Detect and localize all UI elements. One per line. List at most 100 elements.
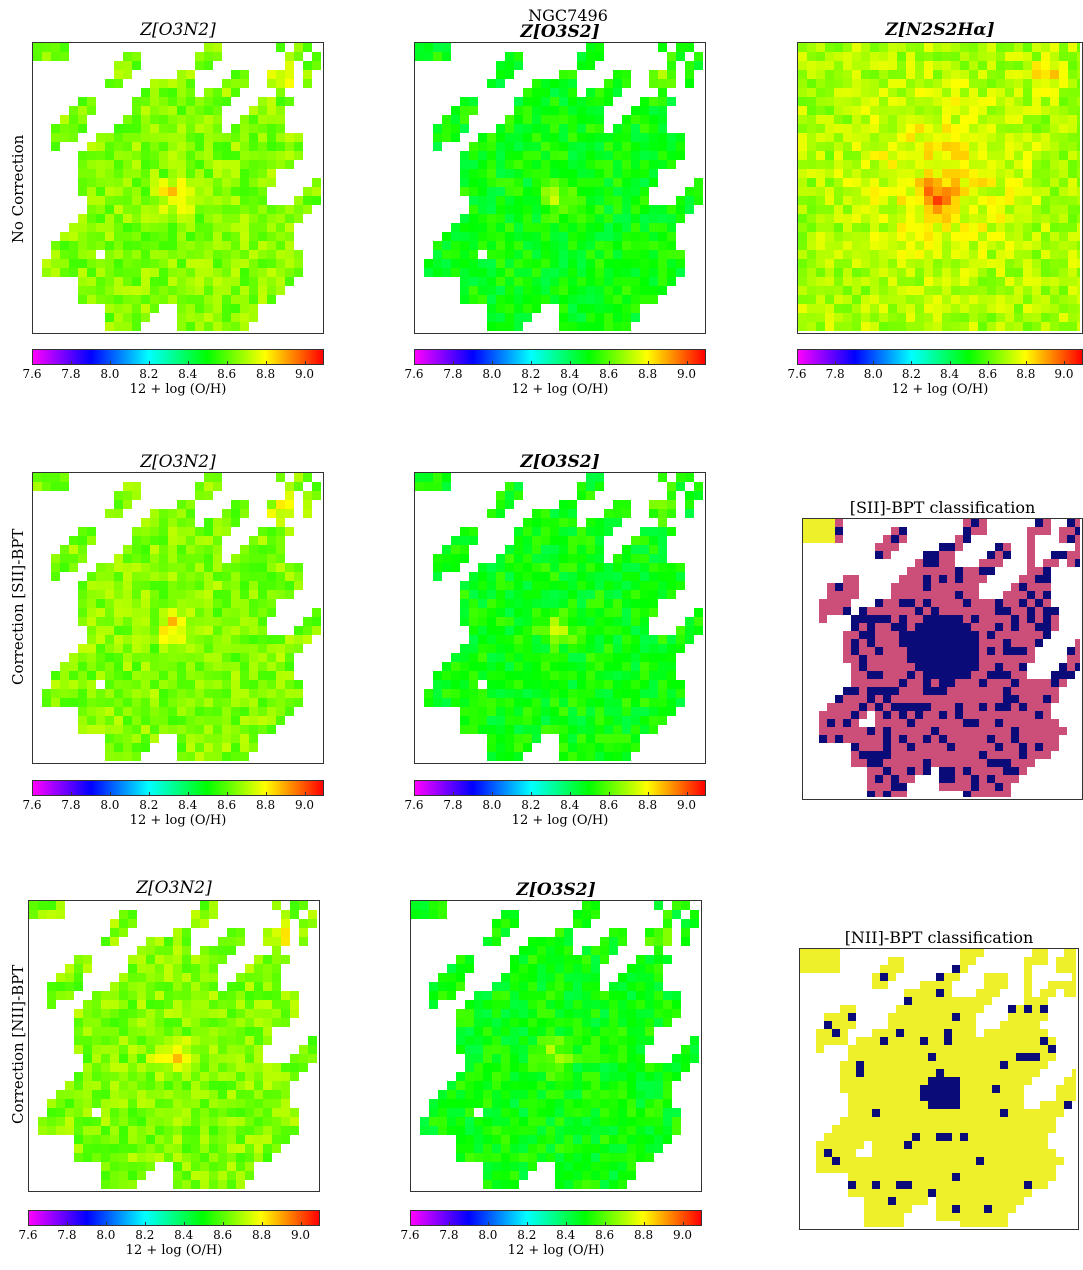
map-pixel [978, 259, 987, 268]
map-pixel [74, 1072, 83, 1081]
map-pixel [469, 196, 478, 205]
map-pixel [200, 1027, 209, 1036]
metallicity-map-r2-o3s2 [414, 472, 706, 764]
map-pixel [119, 1090, 128, 1099]
map-pixel [496, 635, 505, 644]
map-pixel [577, 124, 586, 133]
map-pixel [186, 250, 195, 259]
map-pixel [200, 982, 209, 991]
map-pixel [299, 928, 308, 937]
map-pixel [424, 268, 433, 277]
map-pixel [469, 160, 478, 169]
map-pixel [1059, 88, 1068, 97]
map-pixel [1050, 313, 1059, 322]
map-pixel [141, 527, 150, 536]
map-pixel [285, 662, 294, 671]
map-pixel [861, 88, 870, 97]
map-pixel [141, 599, 150, 608]
map-pixel [141, 187, 150, 196]
map-pixel [586, 545, 595, 554]
map-pixel [1059, 169, 1068, 178]
map-pixel [834, 277, 843, 286]
map-pixel [191, 1009, 200, 1018]
map-pixel [132, 671, 141, 680]
map-pixel [987, 241, 996, 250]
map-pixel [960, 43, 969, 52]
map-pixel [595, 482, 604, 491]
map-image [798, 43, 1080, 331]
map-pixel [942, 187, 951, 196]
map-pixel [1068, 304, 1077, 313]
map-pixel [559, 689, 568, 698]
map-pixel [658, 106, 667, 115]
map-pixel [978, 232, 987, 241]
map-pixel [559, 106, 568, 115]
map-pixel [254, 1072, 263, 1081]
class-pixel [811, 535, 819, 543]
map-pixel [532, 214, 541, 223]
map-pixel [861, 313, 870, 322]
map-pixel [816, 79, 825, 88]
map-pixel [685, 626, 694, 635]
map-pixel [123, 133, 132, 142]
map-pixel [694, 52, 703, 61]
map-pixel [649, 70, 658, 79]
class-pixel [875, 623, 883, 631]
class-pixel [947, 719, 955, 727]
map-pixel [442, 268, 451, 277]
map-pixel [267, 232, 276, 241]
map-pixel [150, 142, 159, 151]
map-pixel [550, 223, 559, 232]
map-pixel [150, 241, 159, 250]
map-pixel [83, 1090, 92, 1099]
map-pixel [496, 554, 505, 563]
map-pixel [532, 304, 541, 313]
map-pixel [204, 322, 213, 331]
map-pixel [523, 88, 532, 97]
map-pixel [186, 527, 195, 536]
map-pixel [1032, 43, 1041, 52]
map-pixel [631, 716, 640, 725]
map-pixel [559, 608, 568, 617]
map-pixel [110, 919, 119, 928]
map-pixel [888, 79, 897, 88]
map-pixel [1068, 313, 1077, 322]
map-pixel [924, 286, 933, 295]
class-pixel [1003, 639, 1011, 647]
map-pixel [523, 725, 532, 734]
map-pixel [496, 500, 505, 509]
class-pixel [1051, 719, 1059, 727]
map-pixel [924, 223, 933, 232]
map-pixel [191, 1117, 200, 1126]
map-pixel [1005, 322, 1014, 331]
map-pixel [604, 142, 613, 151]
map-pixel [168, 518, 177, 527]
map-pixel [267, 106, 276, 115]
map-pixel [209, 1135, 218, 1144]
map-pixel [604, 196, 613, 205]
map-pixel [240, 124, 249, 133]
map-pixel [87, 286, 96, 295]
map-pixel [213, 644, 222, 653]
map-pixel [568, 500, 577, 509]
map-pixel [879, 187, 888, 196]
map-pixel [1032, 169, 1041, 178]
map-pixel [137, 1135, 146, 1144]
class-pixel [907, 711, 915, 719]
map-pixel [1005, 43, 1014, 52]
map-pixel [222, 313, 231, 322]
map-pixel [1050, 52, 1059, 61]
class-pixel [859, 695, 867, 703]
map-pixel [505, 635, 514, 644]
map-pixel [1059, 70, 1068, 79]
map-pixel [559, 572, 568, 581]
class-pixel [995, 551, 1003, 559]
map-pixel [852, 205, 861, 214]
map-pixel [888, 223, 897, 232]
map-pixel [613, 160, 622, 169]
map-pixel [879, 61, 888, 70]
map-pixel [667, 671, 676, 680]
map-pixel [137, 1036, 146, 1045]
map-pixel [150, 509, 159, 518]
map-pixel [258, 133, 267, 142]
